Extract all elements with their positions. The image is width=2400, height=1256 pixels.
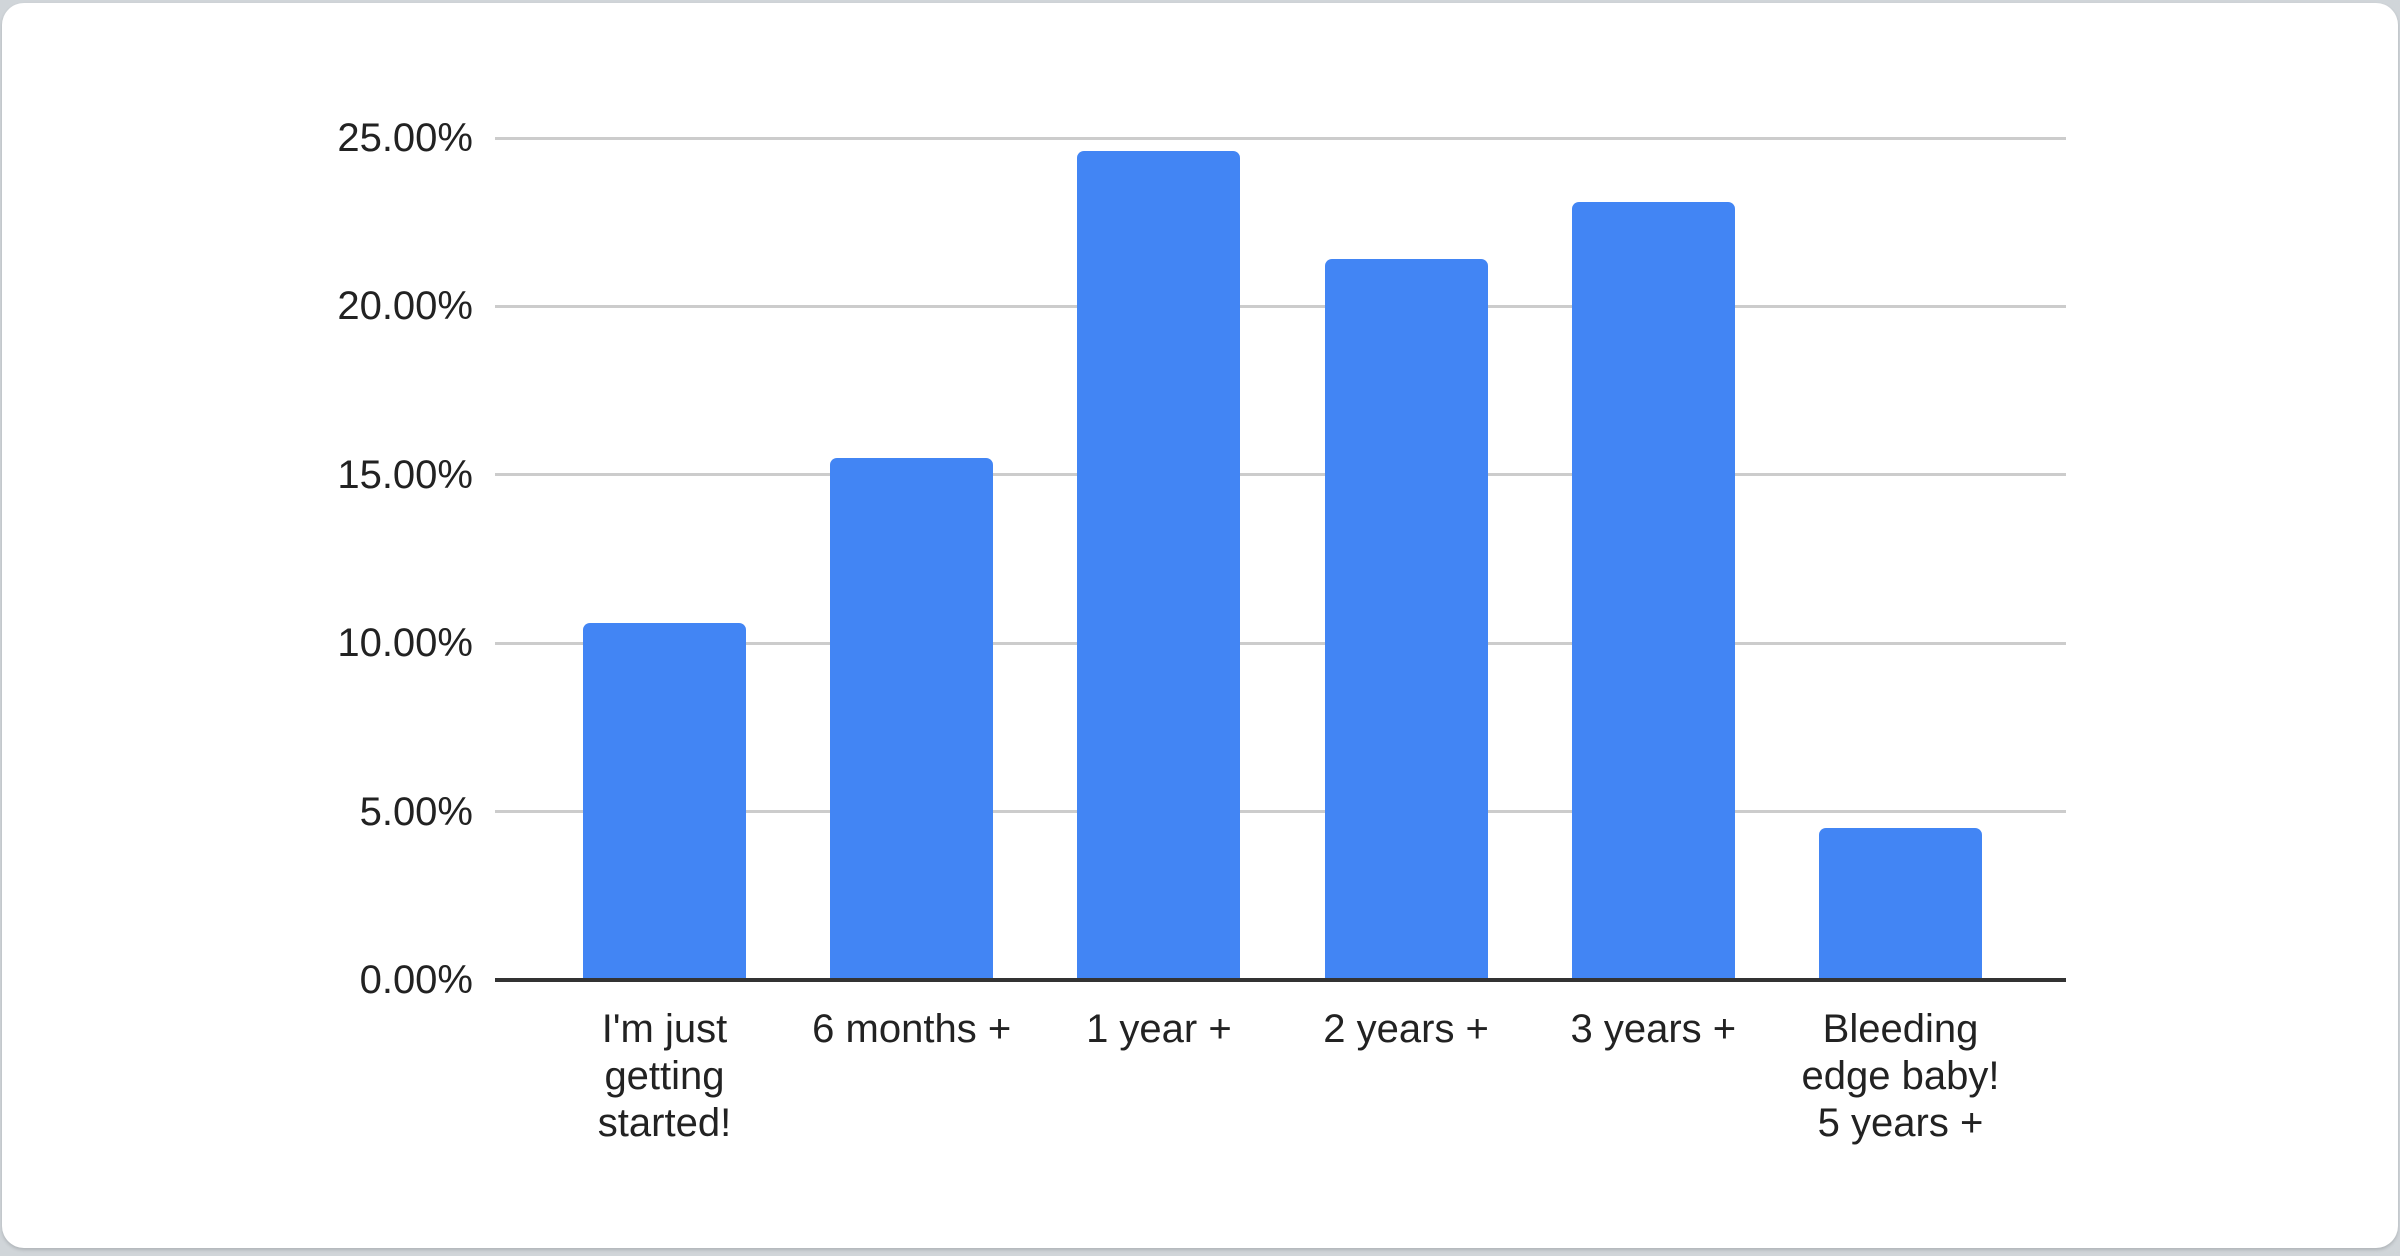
x-axis-category-label: 2 years + bbox=[1323, 1007, 1489, 1051]
x-axis-labels: I'm just getting started! 6 months + 1 yea… bbox=[495, 1006, 2066, 1206]
y-axis-tick-label: 25.00% bbox=[337, 116, 473, 160]
gridline bbox=[495, 304, 2066, 308]
x-axis-line bbox=[495, 978, 2066, 982]
bar[interactable] bbox=[1819, 828, 1982, 980]
bar[interactable] bbox=[583, 623, 746, 980]
gridline bbox=[495, 136, 2066, 140]
y-axis-tick-label: 5.00% bbox=[359, 789, 473, 834]
bar[interactable] bbox=[1571, 202, 1735, 980]
bar[interactable] bbox=[830, 457, 994, 980]
chart-card: 0.00% 5.00% 10.00% 15.00% 20.00% 25.00% I'm j… bbox=[2, 3, 2398, 1248]
bar[interactable] bbox=[1324, 259, 1488, 980]
x-axis-category-label: 1 year + bbox=[1086, 1007, 1232, 1051]
gridline bbox=[495, 473, 2066, 477]
y-axis-tick-label: 10.00% bbox=[337, 621, 473, 666]
y-axis-labels: 0.00% 5.00% 10.00% 15.00% 20.00% 25.00% bbox=[2, 116, 473, 1002]
gridline bbox=[495, 810, 2066, 814]
y-axis-tick-label: 15.00% bbox=[337, 452, 473, 497]
x-axis-category-label: 3 years + bbox=[1570, 1007, 1737, 1051]
x-axis-category-label: Bleeding edge baby! 5 years + bbox=[1801, 1007, 2000, 1145]
x-axis-category-label: I'm just getting started! bbox=[597, 1007, 732, 1145]
y-axis-tick-label: 20.00% bbox=[337, 284, 473, 329]
x-axis-category-label: 6 months + bbox=[812, 1007, 1012, 1051]
plot-area bbox=[495, 136, 2066, 982]
gridline bbox=[495, 641, 2066, 645]
y-axis-tick-label: 0.00% bbox=[359, 958, 473, 1002]
bar[interactable] bbox=[1077, 151, 1241, 980]
